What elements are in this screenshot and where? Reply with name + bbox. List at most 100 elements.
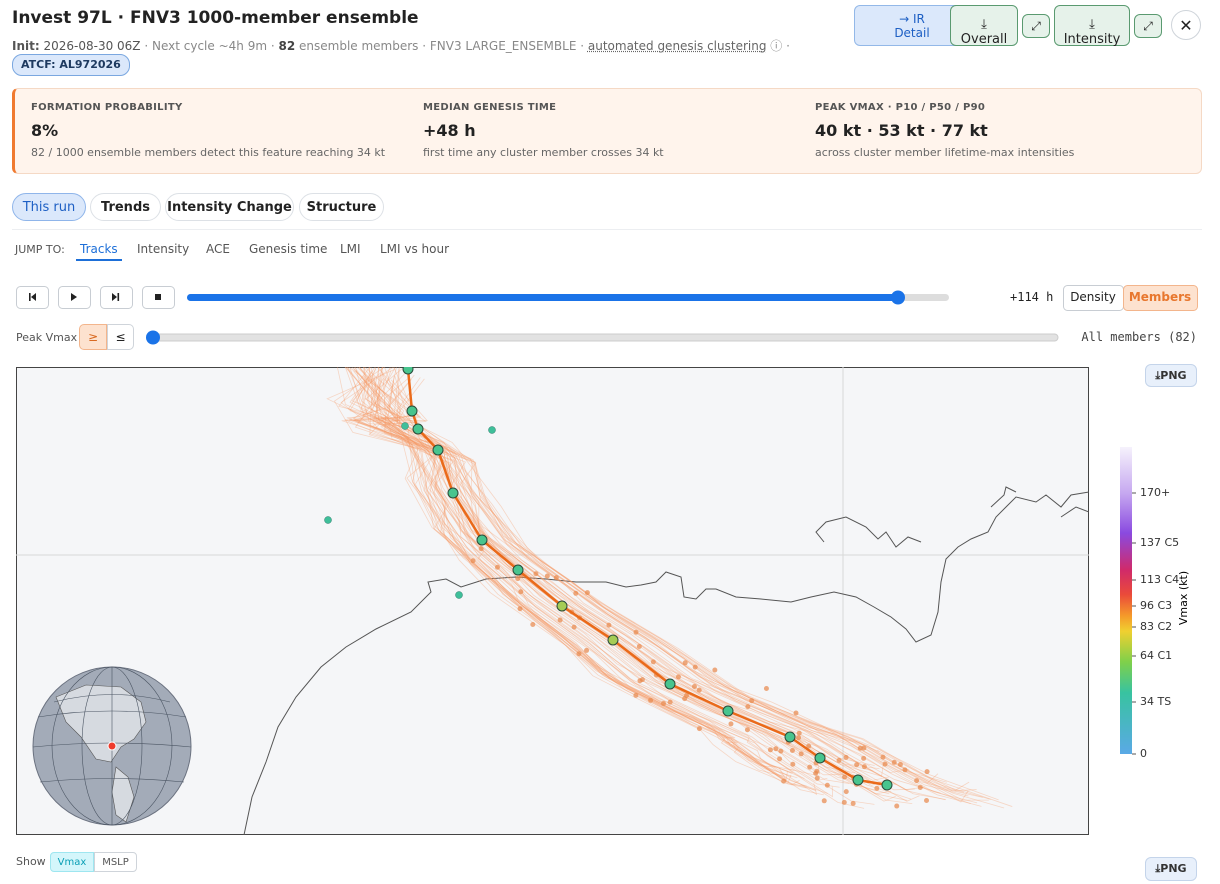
member-point xyxy=(857,745,863,751)
filter-status: All members (82) xyxy=(1081,330,1197,344)
member-point xyxy=(894,803,900,809)
member-track xyxy=(367,367,817,792)
clustering-link[interactable]: automated genesis clustering xyxy=(587,39,767,53)
median-point xyxy=(852,774,864,786)
tab[interactable]: Trends xyxy=(90,193,161,221)
expand-overall[interactable]: ⤢ xyxy=(1022,14,1050,38)
op-ge[interactable]: ≥ xyxy=(79,324,107,350)
member-point xyxy=(924,798,930,804)
init: 2026-08-30 06Z xyxy=(43,39,141,53)
member-point xyxy=(763,686,769,692)
member-track xyxy=(370,375,833,798)
member-track xyxy=(353,370,880,770)
jump-link[interactable]: LMI vs hour xyxy=(380,242,450,256)
member-point xyxy=(401,422,409,430)
member-track xyxy=(370,378,969,803)
colorbar-label: 34 TS xyxy=(1140,695,1171,708)
colorbar-label: 96 C3 xyxy=(1140,599,1172,612)
vmax-slider-thumb[interactable] xyxy=(146,330,160,345)
member-point xyxy=(696,726,702,732)
last-button[interactable] xyxy=(100,286,133,309)
time-label: +114 h xyxy=(1010,290,1054,304)
png-button[interactable]: ⤓PNG xyxy=(1145,364,1197,387)
member-point xyxy=(633,629,639,635)
member-point xyxy=(796,735,802,741)
tab[interactable]: This run xyxy=(12,193,86,221)
card-value: 8% xyxy=(31,121,59,140)
member-point xyxy=(843,754,849,760)
member-point xyxy=(777,756,783,762)
vmax-slider-track[interactable] xyxy=(152,333,1059,342)
member-track xyxy=(363,367,989,801)
member-point xyxy=(584,590,590,596)
divider xyxy=(12,229,1202,230)
jump-label: JUMP TO: xyxy=(15,243,65,256)
jump-link[interactable]: LMI xyxy=(340,242,361,256)
member-point xyxy=(576,651,582,657)
member-point xyxy=(850,800,856,806)
member-track xyxy=(363,367,793,774)
member-point xyxy=(573,590,579,596)
member-track xyxy=(371,367,856,774)
member-point xyxy=(633,692,639,698)
png-button[interactable]: ⤓PNG xyxy=(1145,857,1197,881)
member-point xyxy=(494,564,500,570)
colorbar-label: 83 C2 xyxy=(1140,620,1172,633)
member-track xyxy=(351,373,969,797)
jump-link[interactable]: Tracks xyxy=(76,242,122,261)
jump-link[interactable]: Genesis time xyxy=(249,242,328,256)
filter-label: Peak Vmax xyxy=(16,331,78,344)
member-point xyxy=(814,775,820,781)
member-track xyxy=(352,373,800,786)
op-le[interactable]: ≤ xyxy=(107,324,134,350)
member-point xyxy=(692,664,698,670)
member-track xyxy=(372,370,842,776)
tab[interactable]: Intensity Change xyxy=(165,193,294,221)
next-cycle: · Next cycle ~4h 9m · xyxy=(144,39,275,53)
close-button[interactable]: ✕ xyxy=(1171,10,1201,40)
jump-link[interactable]: Intensity xyxy=(137,242,190,256)
intensity-download[interactable]: ⤓ Intensity xyxy=(1054,5,1130,47)
mode-label[interactable]: Density xyxy=(1070,290,1116,304)
expand-intensity[interactable]: ⤢ xyxy=(1134,14,1162,38)
median-point xyxy=(406,405,418,417)
median-track xyxy=(402,367,893,791)
member-point xyxy=(880,754,886,760)
tab[interactable]: Structure xyxy=(299,193,384,221)
member-point xyxy=(841,799,847,805)
member-point xyxy=(530,622,536,628)
time-slider-thumb[interactable] xyxy=(891,290,905,305)
members-toggle[interactable] xyxy=(1123,285,1198,311)
track-map xyxy=(16,367,1089,835)
show-option[interactable]: Vmax xyxy=(50,852,94,872)
member-point xyxy=(544,573,550,579)
show-option[interactable]: MSLP xyxy=(94,852,137,872)
member-track xyxy=(371,368,805,779)
member-point xyxy=(745,704,751,710)
globe-inset xyxy=(32,666,192,826)
member-track xyxy=(345,367,828,782)
jump-link[interactable]: ACE xyxy=(206,242,230,256)
atcf-badge: ATCF: AL972026 xyxy=(12,54,130,76)
member-point xyxy=(767,747,773,753)
member-track xyxy=(344,368,875,805)
member-track xyxy=(358,367,999,801)
member-point xyxy=(891,759,897,765)
member-track xyxy=(333,367,792,778)
member-point xyxy=(455,591,463,599)
subtitle: Init: 2026-08-30 06Z · Next cycle ~4h 9m… xyxy=(12,37,790,54)
member-point xyxy=(606,622,612,628)
member-track xyxy=(363,375,798,779)
member-track xyxy=(382,367,788,782)
colorbar-label: 64 C1 xyxy=(1140,649,1172,662)
member-point xyxy=(821,798,827,804)
card-label: MEDIAN GENESIS TIME xyxy=(423,102,557,113)
card-value: 40 kt · 53 kt · 77 kt xyxy=(815,121,988,140)
overall-download[interactable]: ⤓ Overall xyxy=(950,5,1018,47)
member-point xyxy=(874,785,880,791)
mode-label[interactable]: Members xyxy=(1128,290,1192,304)
member-track xyxy=(368,380,792,783)
median-point xyxy=(476,534,488,546)
title: Invest 97L · FNV3 1000-member ensemble xyxy=(12,8,419,28)
member-point xyxy=(533,571,539,577)
